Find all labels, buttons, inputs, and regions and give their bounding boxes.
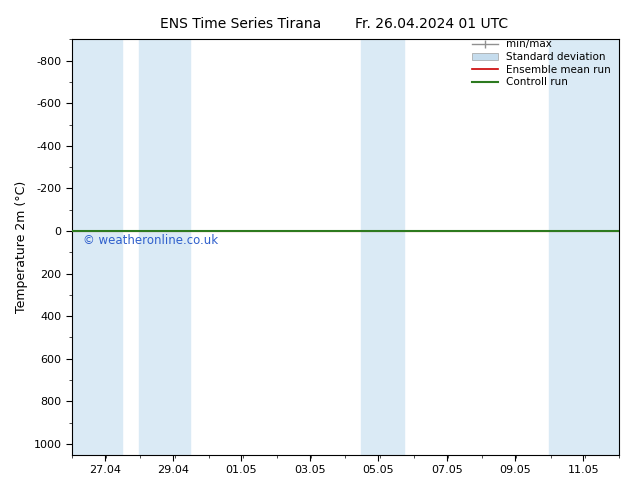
Y-axis label: Temperature 2m (°C): Temperature 2m (°C) [15,181,28,313]
Text: © weatheronline.co.uk: © weatheronline.co.uk [83,234,218,247]
Text: Fr. 26.04.2024 01 UTC: Fr. 26.04.2024 01 UTC [354,17,508,31]
Bar [139,39,190,455]
Bar [361,39,404,455]
Bar [70,39,122,455]
Legend: min/max, Standard deviation, Ensemble mean run, Controll run: min/max, Standard deviation, Ensemble me… [469,36,614,90]
Text: ENS Time Series Tirana: ENS Time Series Tirana [160,17,321,31]
Bar [549,39,618,455]
